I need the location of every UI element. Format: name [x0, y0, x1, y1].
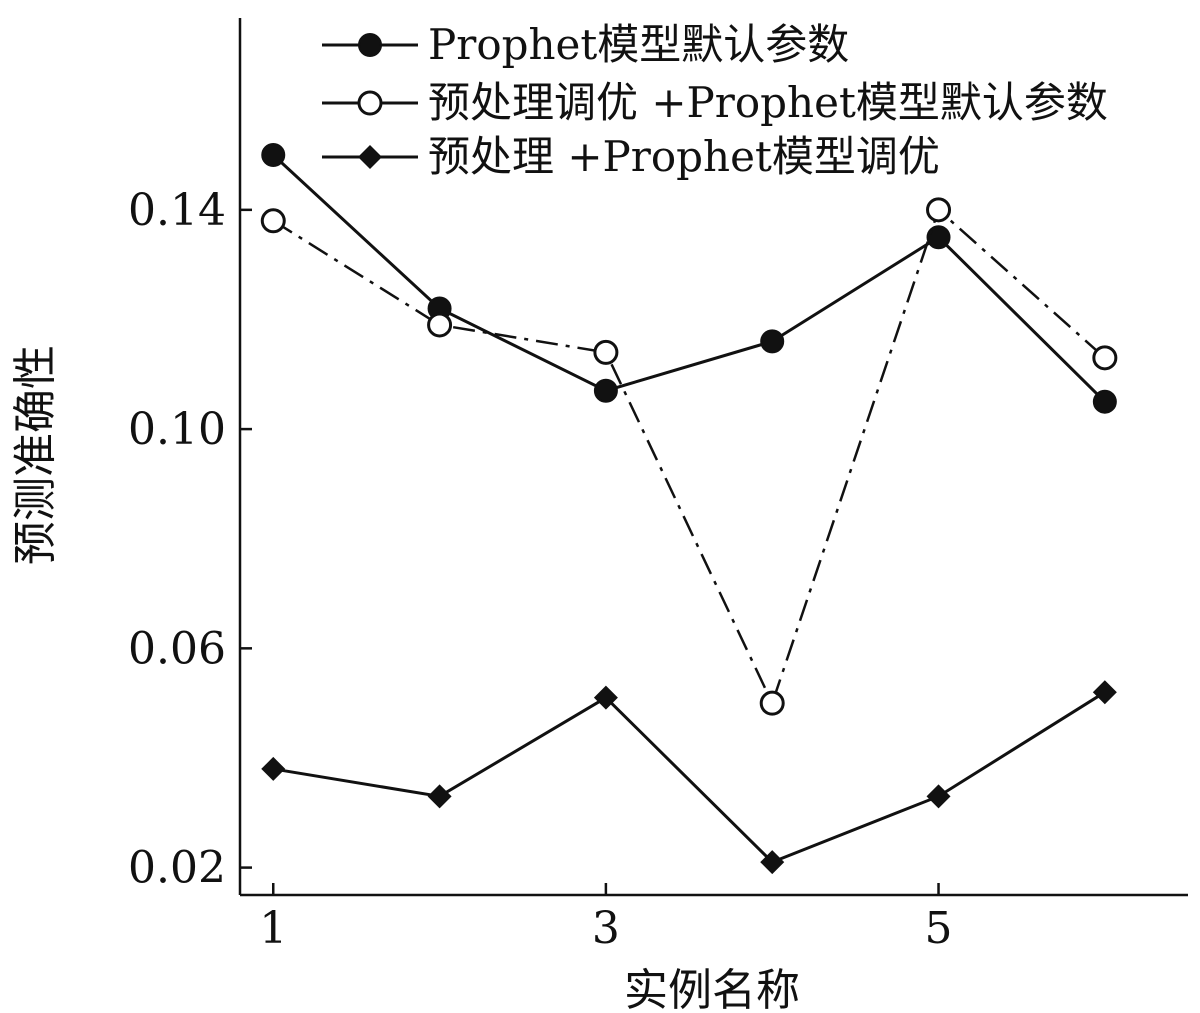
series-2-line — [272, 207, 1106, 707]
series-3-point — [427, 784, 452, 809]
series-1-point — [926, 225, 951, 250]
legend-marker — [358, 145, 382, 169]
series-2-point — [1092, 345, 1118, 371]
series-1-point — [593, 378, 618, 403]
series-3-point — [593, 685, 618, 710]
series-1-point — [760, 329, 785, 354]
series-3-point — [760, 850, 785, 875]
legend-item-2: 预处理调优 +Prophet模型默认参数 — [322, 78, 1108, 127]
series-3-point — [261, 756, 286, 781]
legend-label: Prophet模型默认参数 — [428, 20, 849, 69]
series-1 — [261, 143, 1117, 414]
y-tick-label: 0.06 — [128, 623, 226, 674]
series-3-line — [273, 690, 1106, 864]
series-2-point — [926, 197, 952, 223]
series-layer — [260, 143, 1118, 875]
series-3-point — [1092, 680, 1117, 705]
legend-marker — [358, 33, 382, 57]
legend-item-1: Prophet模型默认参数 — [322, 20, 849, 69]
legend-marker — [357, 90, 383, 116]
legend-label: 预处理 +Prophet模型调优 — [428, 132, 940, 181]
series-2-point — [260, 208, 286, 234]
series-1-point — [261, 143, 286, 168]
y-tick-label: 0.10 — [128, 404, 226, 455]
x-tick-label: 1 — [259, 903, 287, 954]
x-tick-label: 5 — [925, 903, 953, 954]
series-1-line — [272, 153, 1106, 403]
series-2-point — [593, 339, 619, 365]
series-2-point — [759, 690, 785, 716]
axes — [238, 18, 1188, 897]
y-axis-title: 预测准确性 — [10, 345, 61, 565]
series-3 — [261, 680, 1117, 875]
legend-item-3: 预处理 +Prophet模型调优 — [322, 132, 940, 181]
ticks: 0.02 0.06 0.10 0.14 1 3 5 — [128, 185, 952, 954]
legend-label: 预处理调优 +Prophet模型默认参数 — [428, 78, 1108, 127]
y-tick-label: 0.14 — [128, 185, 226, 236]
series-2 — [260, 197, 1118, 716]
series-3-point — [926, 784, 951, 809]
y-tick-label: 0.02 — [128, 843, 226, 894]
series-1-point — [1092, 389, 1117, 414]
x-tick-label: 3 — [592, 903, 620, 954]
x-axis-title: 实例名称 — [624, 965, 800, 1013]
series-2-point — [427, 312, 453, 338]
